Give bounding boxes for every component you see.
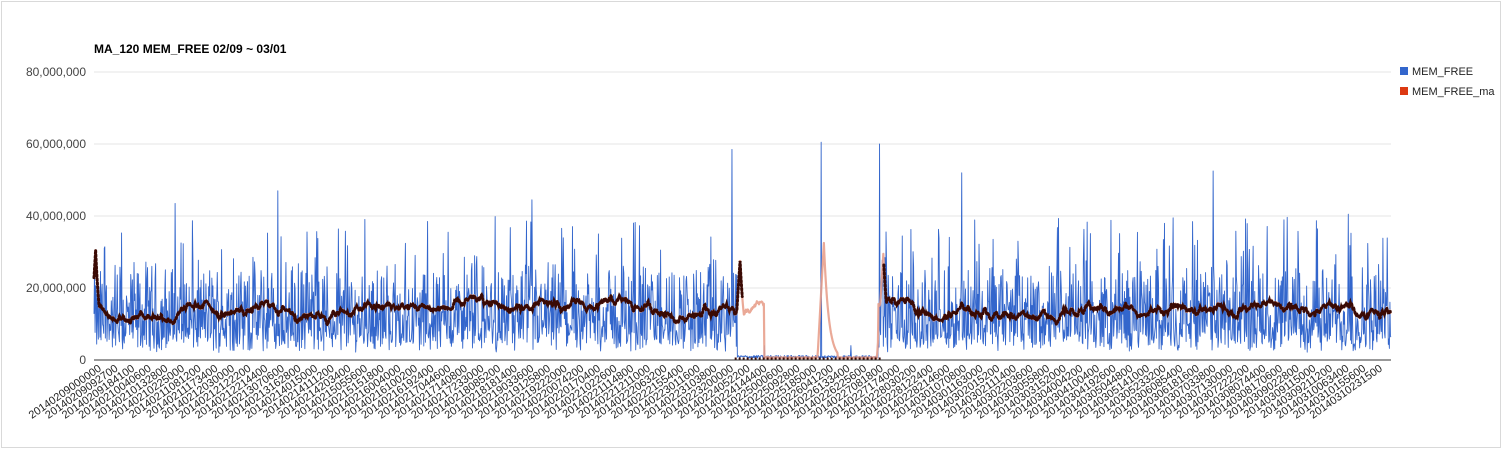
y-tick-label: 0 [79, 353, 86, 367]
y-tick-label: 40,000,000 [26, 209, 86, 223]
legend-label-mem-free-ma: MEM_FREE_ma [1412, 86, 1495, 98]
y-axis-ticks: 0 20,000,000 40,000,000 60,000,000 80,000,00… [26, 65, 86, 367]
y-tick-label: 80,000,000 [26, 65, 86, 79]
legend-item-mem-free-ma[interactable]: MEM_FREE_ma [1400, 86, 1495, 98]
gridlines [94, 71, 1391, 289]
chart-title: MA_120 MEM_FREE 02/09 ~ 03/01 [94, 42, 287, 56]
legend-item-mem-free[interactable]: MEM_FREE [1400, 66, 1473, 78]
legend-swatch-mem-free-ma [1400, 87, 1408, 95]
y-tick-label: 60,000,000 [26, 137, 86, 151]
legend-label-mem-free: MEM_FREE [1412, 66, 1473, 78]
y-tick-label: 20,000,000 [26, 281, 86, 295]
legend: MEM_FREE MEM_FREE_ma [1400, 66, 1495, 98]
series-lines [92, 141, 1393, 361]
x-axis-ticks: 2014020900000020140209092700201402091841… [27, 363, 1385, 422]
series-line-mem-free-ma [92, 250, 1393, 329]
legend-swatch-mem-free [1400, 67, 1408, 75]
series-line-mem-free [93, 141, 1392, 359]
